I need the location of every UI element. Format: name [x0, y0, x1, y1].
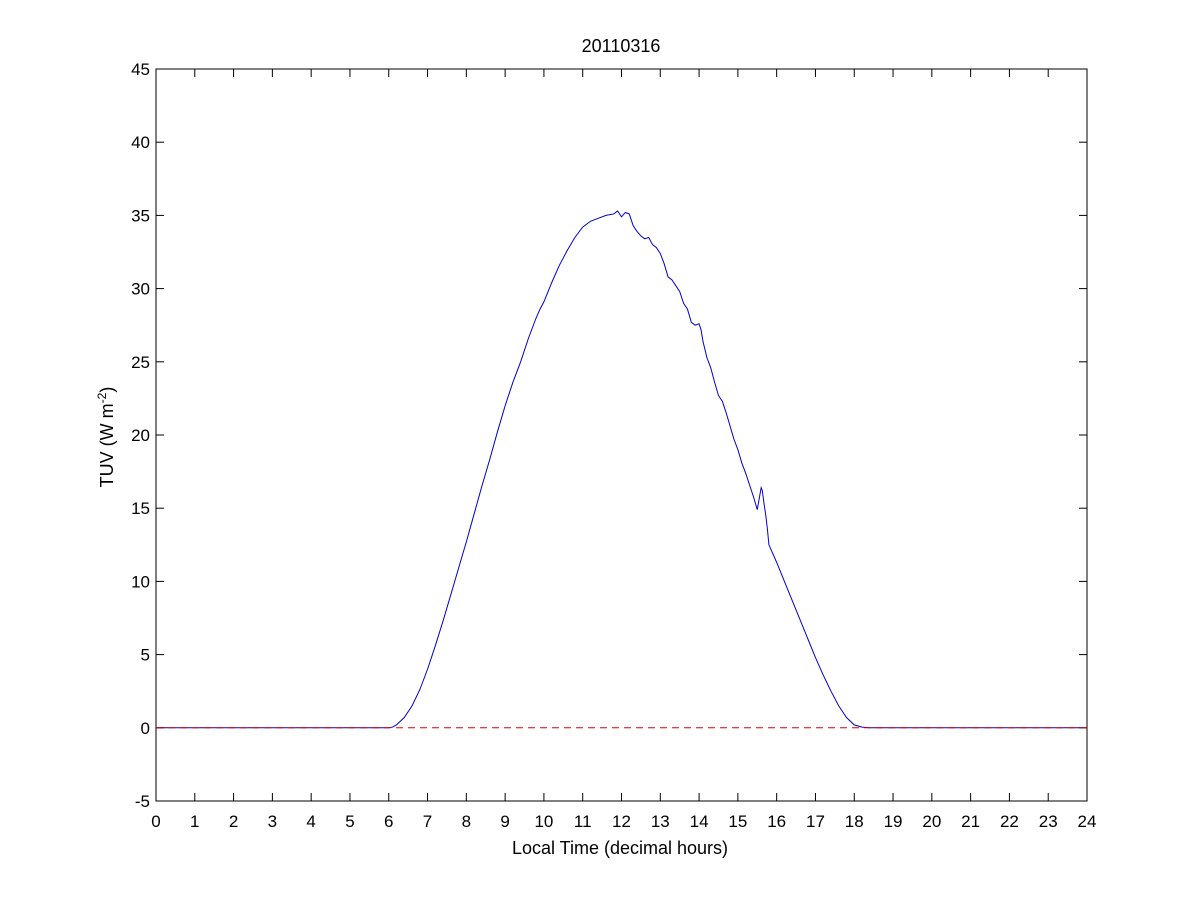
- x-tick-label: 2: [229, 812, 238, 831]
- x-tick-label: 14: [690, 812, 709, 831]
- x-tick-label: 1: [190, 812, 199, 831]
- x-tick-label: 24: [1078, 812, 1097, 831]
- y-axis-label-main: TUV (W m: [97, 403, 117, 487]
- x-tick-label: 3: [268, 812, 277, 831]
- y-tick-label: 25: [131, 353, 150, 372]
- y-tick-label: 5: [141, 646, 150, 665]
- x-tick-label: 10: [534, 812, 553, 831]
- y-tick-label: 15: [131, 499, 150, 518]
- y-tick-label: 0: [141, 719, 150, 738]
- y-axis-label-close: ): [97, 387, 117, 393]
- y-tick-label: 35: [131, 206, 150, 225]
- tuv-series-line: [156, 210, 1087, 729]
- x-tick-label: 22: [1000, 812, 1019, 831]
- x-tick-label: 16: [767, 812, 786, 831]
- axis-ticks: 0 1 2 3 4 5 6 7 8 9 10 11 12 13 14 15 16 17 18 19 20 21 22 23 24…: [131, 60, 1096, 831]
- x-tick-label: 6: [384, 812, 393, 831]
- x-tick-label: 18: [845, 812, 864, 831]
- x-tick-label: 19: [884, 812, 903, 831]
- y-tick-label: -5: [135, 792, 150, 811]
- y-tick-label: 20: [131, 426, 150, 445]
- x-tick-label: 12: [612, 812, 631, 831]
- x-tick-label: 11: [574, 812, 592, 831]
- x-axis-label: Local Time (decimal hours): [512, 838, 728, 858]
- x-tick-label: 0: [151, 812, 160, 831]
- y-tick-label: 40: [131, 133, 150, 152]
- chart-title: 20110316: [582, 36, 661, 56]
- x-tick-label: 17: [806, 812, 825, 831]
- plot-area: 0 1 2 3 4 5 6 7 8 9 10 11 12 13 14 15 16 17 18 19 20 21 22 23 24…: [131, 60, 1096, 831]
- x-tick-label: 7: [423, 812, 432, 831]
- x-tick-label: 20: [922, 812, 941, 831]
- series-layer: [156, 210, 1087, 729]
- y-tick-label: 10: [131, 572, 150, 591]
- x-tick-label: 9: [500, 812, 509, 831]
- x-tick-label: 13: [651, 812, 670, 831]
- x-tick-label: 15: [728, 812, 747, 831]
- x-tick-label: 5: [345, 812, 354, 831]
- y-tick-label: 45: [131, 60, 150, 79]
- y-tick-label: 30: [131, 280, 150, 299]
- x-tick-label: 8: [462, 812, 471, 831]
- y-axis-label: TUV (W m-2): [95, 387, 117, 488]
- x-tick-label: 23: [1039, 812, 1058, 831]
- x-tick-label: 4: [306, 812, 315, 831]
- plot-frame: [155, 68, 1088, 802]
- y-axis-label-superscript: -2: [95, 392, 109, 403]
- x-tick-label: 21: [961, 812, 980, 831]
